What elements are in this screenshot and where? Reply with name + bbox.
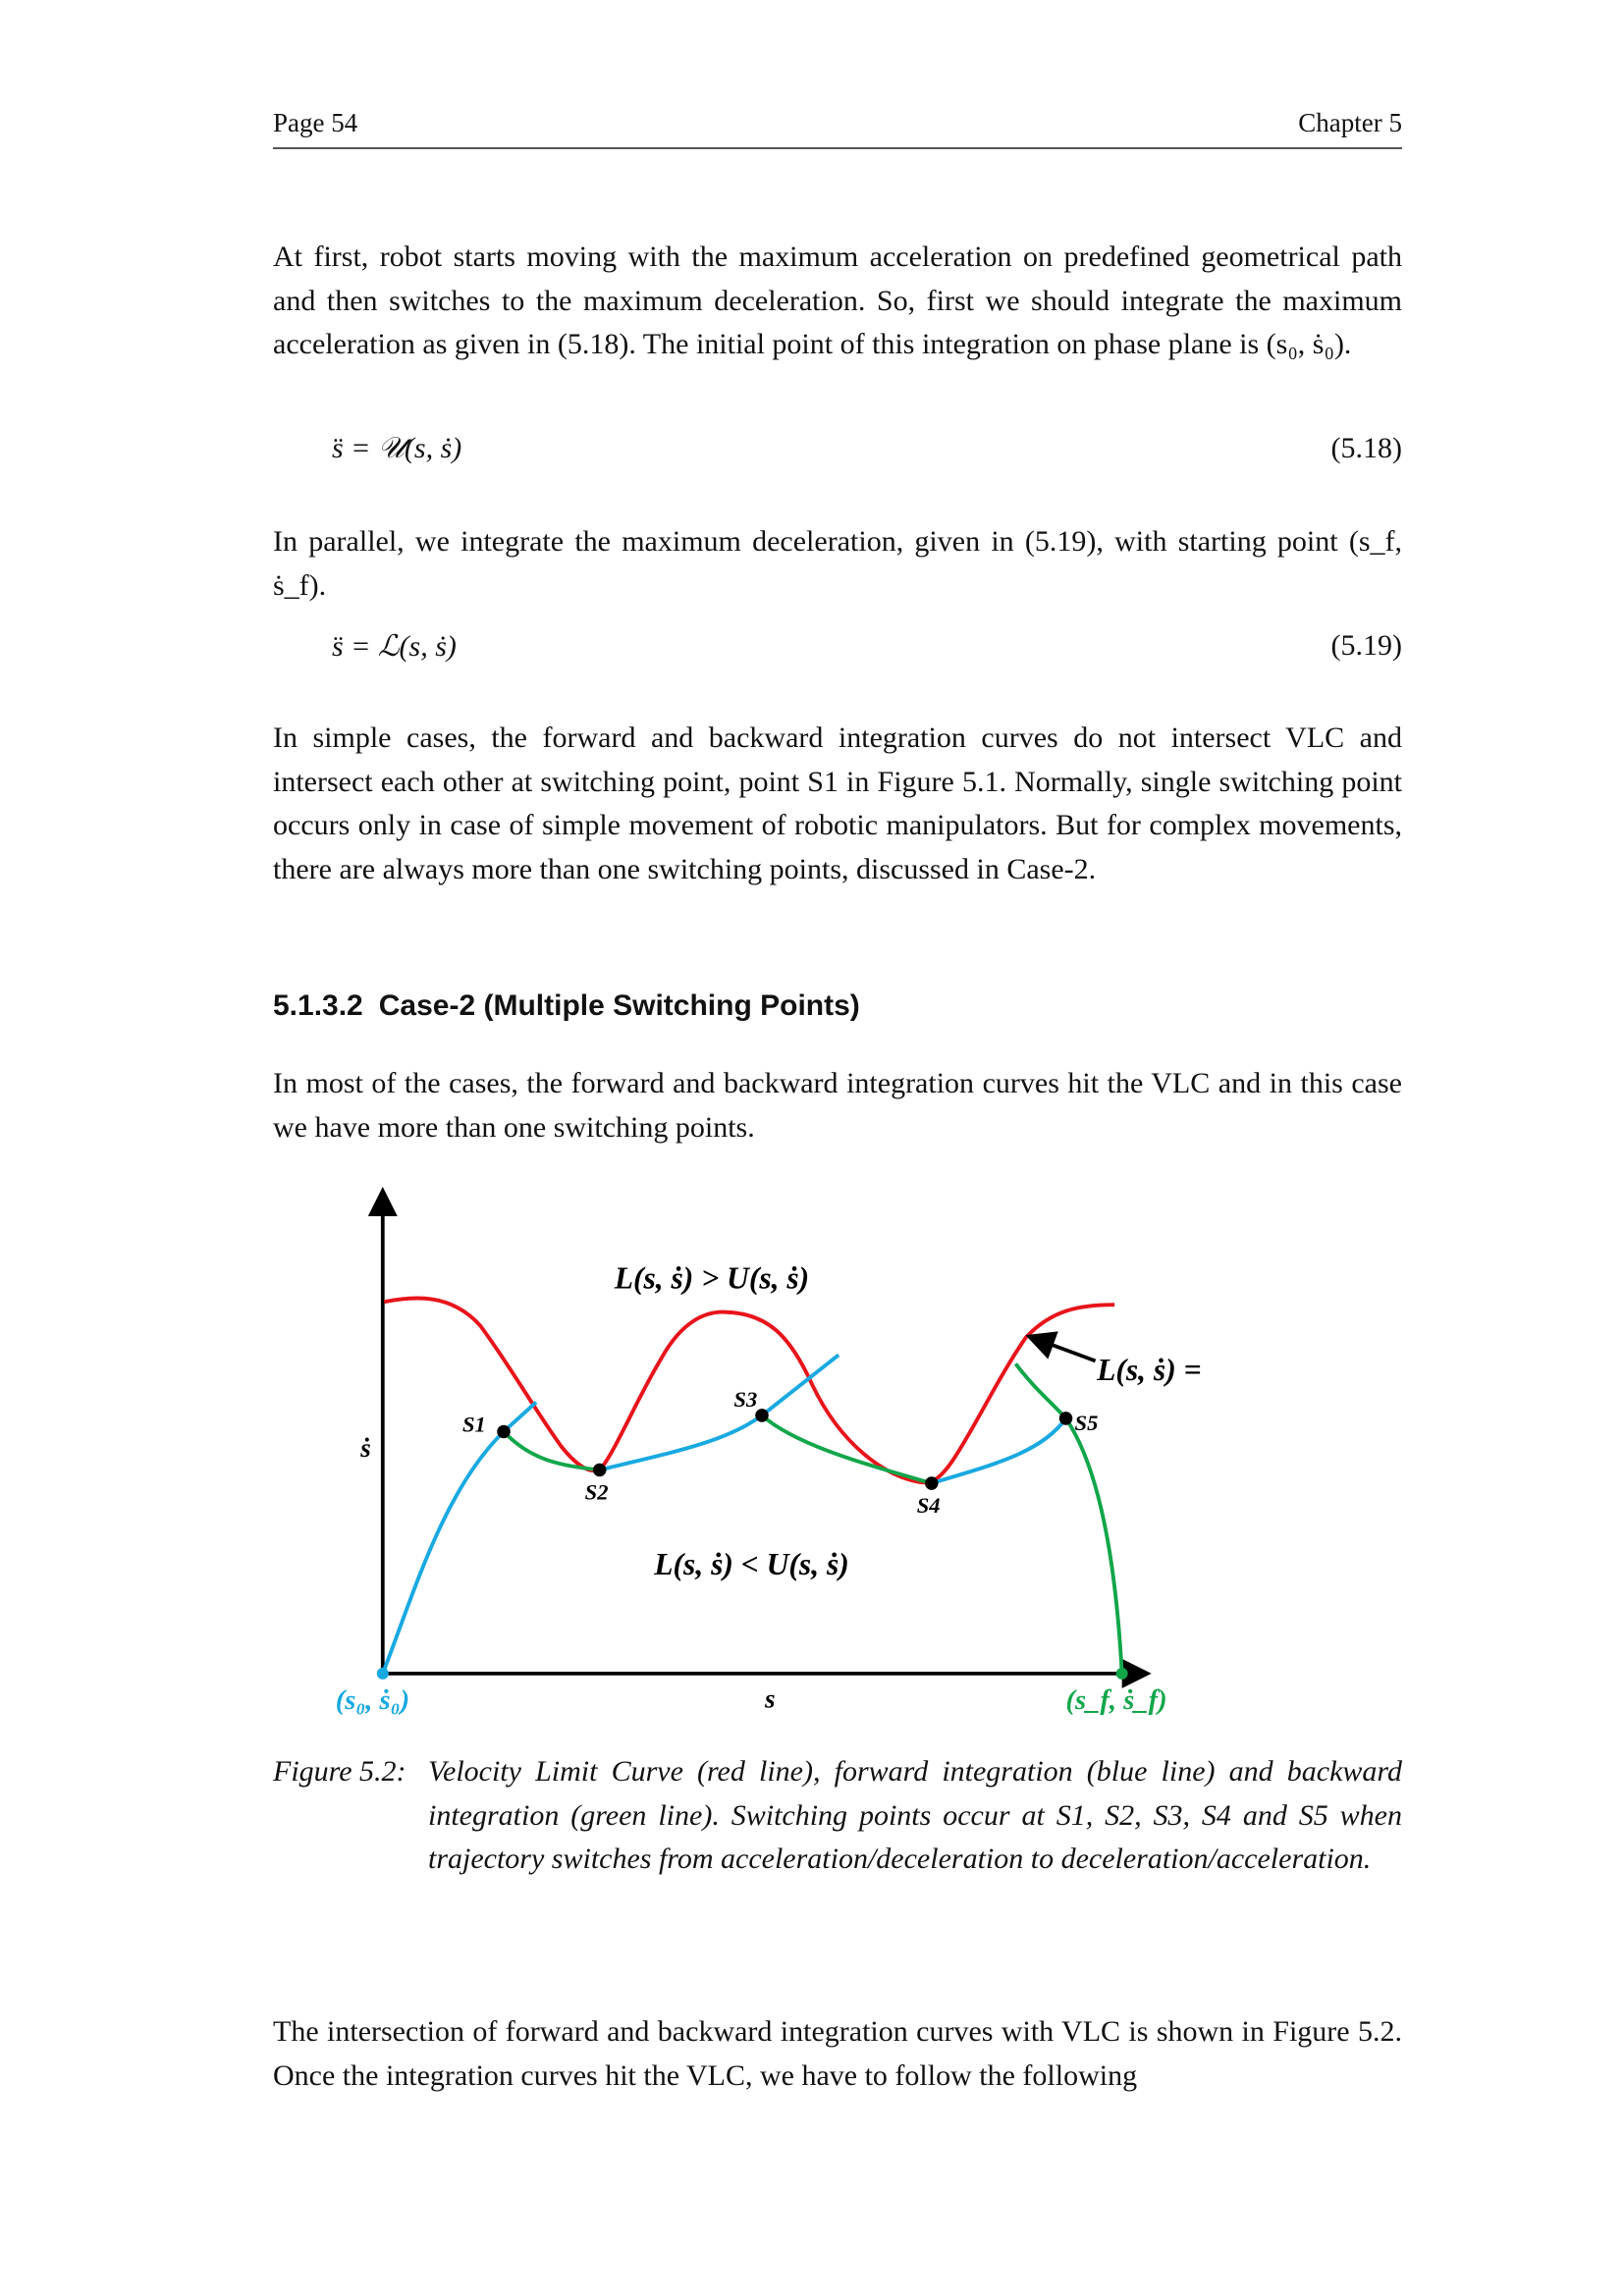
caption-label: Figure 5.2: xyxy=(273,1755,406,1788)
equation-number: (5.19) xyxy=(1330,629,1402,662)
page-header: Page 54 Chapter 5 xyxy=(273,108,1402,138)
velocity-limit-curve xyxy=(383,1296,1115,1485)
phase-plane-figure: S1 S2 S3 S4 S5 L(s, ṡ) > U(s, ṡ) L(s, ṡ)… xyxy=(336,1187,1211,1716)
backward-integration-curve xyxy=(502,1362,1124,1675)
switching-point-s3 xyxy=(755,1409,769,1422)
paragraph-3: In simple cases, the forward and backwar… xyxy=(273,721,1402,885)
equation-5-19: s̈ = ℒ(s, ṡ) (5.19) xyxy=(332,629,1402,664)
x-axis-label: s xyxy=(764,1683,776,1713)
paragraph-4: In most of the cases, the forward and ba… xyxy=(273,1067,1402,1144)
switching-point-s2 xyxy=(592,1463,607,1477)
paragraph-2: In parallel, we integrate the maximum de… xyxy=(273,525,1402,602)
equation-5-18: s̈ = 𝒰(s, ṡ) (5.18) xyxy=(332,432,1402,465)
switching-point-s4 xyxy=(925,1476,939,1490)
end-label: (s_f, ṡ_f) xyxy=(1066,1685,1167,1716)
label-s3: S3 xyxy=(733,1387,757,1412)
caption-text: Velocity Limit Curve (red line), forward… xyxy=(428,1755,1402,1875)
label-s2: S2 xyxy=(585,1480,609,1505)
paragraph-1: At first, robot starts moving with the m… xyxy=(273,240,1402,360)
equation-expression: s̈ = ℒ(s, ṡ) xyxy=(332,630,457,663)
start-point xyxy=(376,1667,389,1680)
label-s4: S4 xyxy=(917,1493,941,1518)
switching-point-s5 xyxy=(1058,1412,1073,1425)
label-s1: S1 xyxy=(462,1412,486,1436)
chapter-label: Chapter 5 xyxy=(1298,108,1402,137)
vlc-pointer-arrow xyxy=(1025,1331,1097,1363)
switching-point-s1 xyxy=(497,1424,511,1439)
header-rule xyxy=(273,147,1402,149)
start-label: (s₀, ṡ₀) xyxy=(336,1685,409,1716)
section-heading: 5.1.3.2 Case-2 (Multiple Switching Points… xyxy=(273,989,876,1023)
page-number: Page 54 xyxy=(273,108,358,137)
section-title: Case-2 (Multiple Switching Points) xyxy=(378,989,860,1022)
region-above-label: L(s, ṡ) > U(s, ṡ) xyxy=(614,1261,809,1296)
end-point xyxy=(1115,1667,1128,1680)
paragraph-5: The intersection of forward and backward… xyxy=(273,2015,1402,2092)
section-number: 5.1.3.2 xyxy=(273,989,363,1022)
label-s5: S5 xyxy=(1075,1411,1099,1435)
region-below-label: L(s, ṡ) < U(s, ṡ) xyxy=(653,1547,848,1581)
forward-integration-curve xyxy=(380,1353,1068,1675)
equation-number: (5.18) xyxy=(1330,432,1402,464)
figure-caption: Figure 5.2: Velocity Limit Curve (red lin… xyxy=(273,1750,1402,1882)
y-axis-label: ṡ xyxy=(359,1433,371,1463)
vlc-label: L(s, ṡ) = U(s, ṡ) xyxy=(1096,1353,1211,1387)
equation-expression: s̈ = 𝒰(s, ṡ) xyxy=(332,432,462,464)
